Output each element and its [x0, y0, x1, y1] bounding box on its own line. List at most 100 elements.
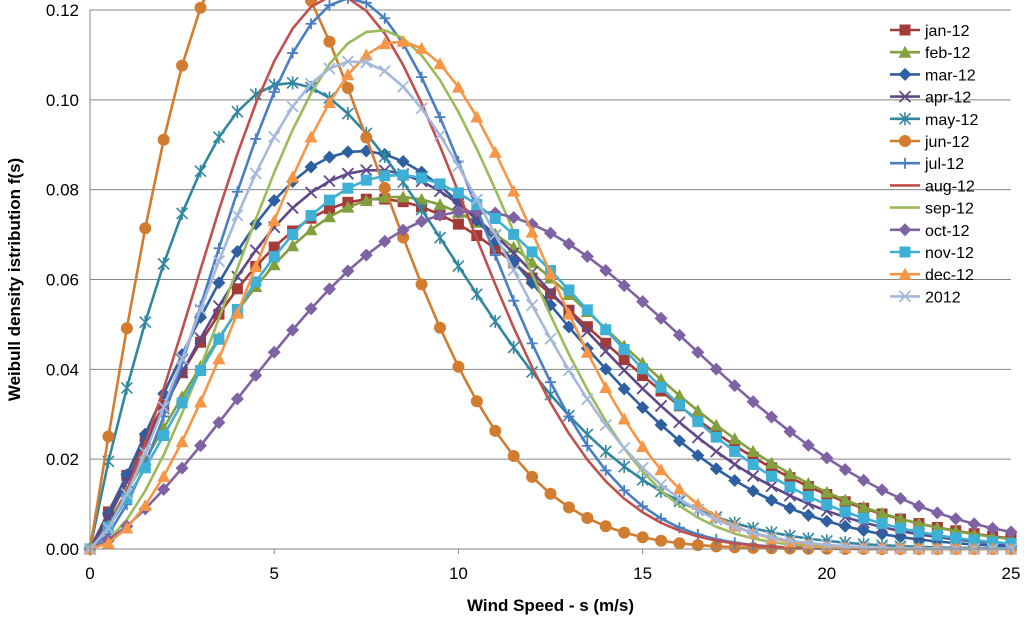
data-point — [913, 526, 925, 538]
data-point — [250, 276, 262, 288]
legend-label: mar-12 — [925, 67, 976, 84]
data-point — [341, 68, 355, 81]
data-point — [470, 110, 484, 123]
data-point — [175, 435, 189, 448]
data-point — [949, 512, 963, 526]
data-point — [452, 360, 465, 373]
y-tick-label: 0.00 — [46, 540, 79, 559]
data-point — [322, 96, 336, 109]
data-point — [415, 41, 429, 54]
data-point — [709, 418, 723, 431]
data-point — [912, 499, 926, 513]
data-point — [710, 445, 723, 458]
data-point — [617, 382, 631, 396]
data-point — [692, 416, 704, 428]
data-point — [267, 194, 281, 208]
data-point — [415, 102, 428, 115]
data-point — [231, 209, 244, 222]
data-point — [396, 155, 410, 169]
data-point — [379, 12, 391, 24]
data-point — [544, 487, 557, 500]
data-point — [636, 461, 649, 475]
data-point — [801, 438, 815, 452]
data-point — [599, 380, 613, 393]
data-point — [544, 226, 557, 240]
data-point — [930, 506, 944, 520]
data-point — [489, 314, 502, 328]
data-point — [765, 456, 779, 469]
data-point — [433, 198, 447, 211]
data-point — [618, 460, 631, 474]
data-point — [378, 234, 392, 248]
legend-label: 2012 — [925, 289, 961, 306]
data-point — [415, 202, 428, 216]
data-point — [342, 182, 354, 194]
data-point — [212, 415, 226, 429]
legend-label: jul-12 — [924, 156, 964, 173]
legend-marker — [898, 223, 912, 237]
data-point — [304, 130, 318, 143]
series-layer — [83, 0, 1018, 556]
data-point — [654, 311, 668, 325]
data-point — [359, 194, 373, 207]
data-point — [673, 537, 686, 550]
data-point — [470, 395, 483, 408]
data-point — [820, 514, 834, 528]
data-point — [508, 295, 520, 307]
data-point — [691, 431, 704, 444]
data-point — [322, 210, 336, 223]
legend-marker — [898, 267, 912, 280]
data-point — [636, 531, 649, 544]
data-point — [507, 246, 520, 260]
x-tick-label: 15 — [633, 564, 652, 583]
data-point — [471, 199, 483, 211]
data-point — [397, 80, 410, 93]
legend-item-sep-12: sep-12 — [890, 201, 974, 218]
legend-item-2012: 2012 — [890, 289, 961, 306]
data-point — [618, 354, 630, 366]
data-point — [249, 260, 263, 273]
data-point — [876, 518, 888, 530]
legend-label: apr-12 — [925, 90, 971, 107]
data-point — [710, 513, 723, 526]
data-point — [766, 470, 778, 482]
data-point — [415, 214, 429, 228]
data-point — [433, 231, 447, 245]
data-point — [433, 208, 447, 222]
data-point — [802, 490, 814, 502]
data-point — [636, 295, 650, 309]
data-point — [912, 542, 926, 555]
data-point — [416, 71, 428, 83]
data-point — [378, 37, 392, 50]
data-point — [452, 259, 465, 273]
data-point — [360, 174, 372, 186]
legend-item-apr-12: apr-12 — [890, 90, 971, 107]
data-point — [434, 178, 446, 190]
data-point — [378, 64, 391, 78]
data-point — [729, 445, 741, 457]
data-point — [563, 284, 575, 296]
legend-item-oct-12: oct-12 — [890, 223, 970, 240]
legend-item-nov-12: nov-12 — [890, 245, 974, 262]
data-point — [747, 451, 759, 463]
data-point — [305, 18, 317, 30]
data-point — [654, 478, 668, 491]
data-point — [360, 164, 373, 177]
data-point — [746, 395, 760, 409]
data-point — [655, 381, 667, 393]
data-point — [322, 150, 336, 164]
data-point — [415, 278, 428, 291]
data-point — [599, 444, 612, 458]
data-point — [765, 493, 779, 507]
data-point — [175, 461, 189, 475]
legend-item-may-12: may-12 — [890, 112, 978, 129]
data-point — [359, 48, 373, 61]
data-point — [433, 129, 447, 142]
data-point — [654, 399, 668, 413]
legend-marker — [898, 290, 912, 303]
data-point — [728, 520, 741, 534]
data-point — [415, 192, 429, 205]
data-point — [341, 264, 355, 278]
data-point — [397, 231, 410, 244]
